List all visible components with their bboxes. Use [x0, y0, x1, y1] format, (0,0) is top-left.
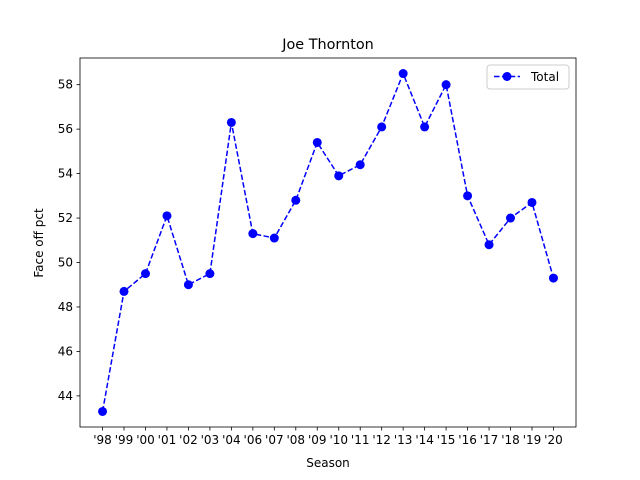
data-point — [377, 122, 387, 132]
y-tick-label: 54 — [58, 167, 73, 181]
x-tick-label: '07 — [265, 433, 284, 447]
data-point — [527, 197, 537, 207]
data-point — [205, 269, 215, 279]
x-tick-label: '99 — [115, 433, 134, 447]
x-tick-label: '20 — [544, 433, 563, 447]
y-tick-label: 48 — [58, 300, 73, 314]
data-point — [119, 286, 129, 296]
data-point — [441, 80, 451, 90]
legend: Total — [486, 64, 570, 90]
x-tick-label: '16 — [458, 433, 477, 447]
series-layer — [98, 69, 558, 416]
legend-box — [486, 64, 570, 90]
y-tick-label: 44 — [58, 389, 73, 403]
x-tick-label: '15 — [437, 433, 456, 447]
y-tick-label: 46 — [58, 344, 73, 358]
x-tick-label: '12 — [372, 433, 391, 447]
data-point — [548, 273, 558, 283]
data-point — [140, 269, 150, 279]
y-tick-label: 56 — [58, 122, 73, 136]
data-point — [248, 229, 258, 239]
x-tick-label: '02 — [179, 433, 198, 447]
x-tick-label: '11 — [351, 433, 370, 447]
data-point — [291, 195, 301, 205]
x-tick-label: '19 — [523, 433, 542, 447]
data-point — [183, 280, 193, 290]
y-tick-label: 50 — [58, 256, 73, 270]
x-tick-label: '09 — [308, 433, 327, 447]
x-tick-label: '04 — [222, 433, 241, 447]
x-tick-label: '10 — [329, 433, 348, 447]
data-point — [506, 213, 516, 223]
series-line — [101, 71, 555, 412]
data-point — [355, 160, 365, 170]
data-point — [162, 211, 172, 221]
data-point — [484, 240, 494, 250]
data-point — [269, 233, 279, 243]
x-tick-label: '17 — [480, 433, 499, 447]
x-tick-label: '08 — [287, 433, 306, 447]
legend-label: Total — [530, 70, 559, 84]
y-axis-label: Face off pct — [32, 208, 46, 278]
chart-title: Joe Thornton — [281, 37, 374, 53]
data-point — [98, 406, 108, 416]
x-tick-label: '14 — [415, 433, 434, 447]
x-tick-label: '18 — [501, 433, 520, 447]
data-point — [420, 122, 430, 132]
x-tick-label: '06 — [244, 433, 263, 447]
y-tick-label: 52 — [58, 211, 73, 225]
data-point — [312, 137, 322, 147]
data-point — [226, 117, 236, 127]
x-tick-label: '13 — [394, 433, 413, 447]
x-axis-ticks: '98'99'00'01'02'03'04'06'07'08'09'10'11 '… — [93, 427, 563, 447]
plot-area — [79, 57, 577, 428]
x-tick-label: '98 — [93, 433, 112, 447]
x-axis-label: Season — [306, 456, 350, 470]
data-point — [398, 69, 408, 79]
legend-marker — [502, 72, 512, 81]
y-axis-ticks: 44 46 48 50 52 54 56 58 — [58, 78, 80, 403]
x-tick-label: '00 — [136, 433, 155, 447]
plot-frame — [79, 57, 577, 428]
x-tick-label: '01 — [158, 433, 177, 447]
data-point — [334, 171, 344, 181]
data-point — [463, 191, 473, 201]
y-tick-label: 58 — [58, 78, 73, 92]
x-tick-label: '03 — [201, 433, 220, 447]
